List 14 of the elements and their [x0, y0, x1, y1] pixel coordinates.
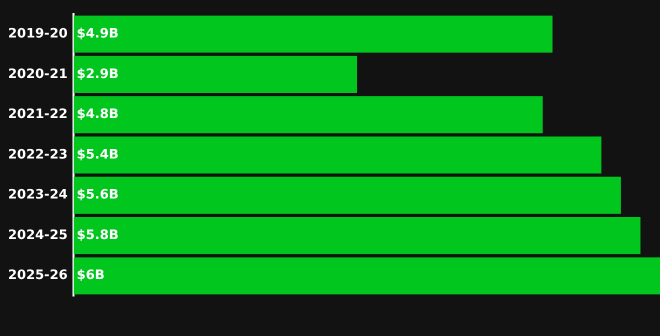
data-label: $5.8B [76, 228, 119, 243]
y-tick-label: 2023-24 [8, 188, 68, 203]
data-label: $4.8B [76, 107, 119, 122]
data-label: $5.6B [76, 188, 119, 203]
y-tick-label: 2021-22 [8, 107, 68, 122]
data-label: $2.9B [76, 66, 119, 82]
y-tick-label: 2025-26 [8, 268, 68, 284]
data-label: $4.9B [76, 26, 119, 42]
y-tick-label: 2019-20 [8, 26, 68, 42]
y-tick-label: 2024-25 [8, 228, 68, 243]
data-label: $6B [76, 268, 105, 284]
y-tick-label: 2022-23 [8, 147, 68, 162]
y-tick-label: 2020-21 [8, 66, 68, 82]
data-label: $5.4B [76, 147, 119, 162]
